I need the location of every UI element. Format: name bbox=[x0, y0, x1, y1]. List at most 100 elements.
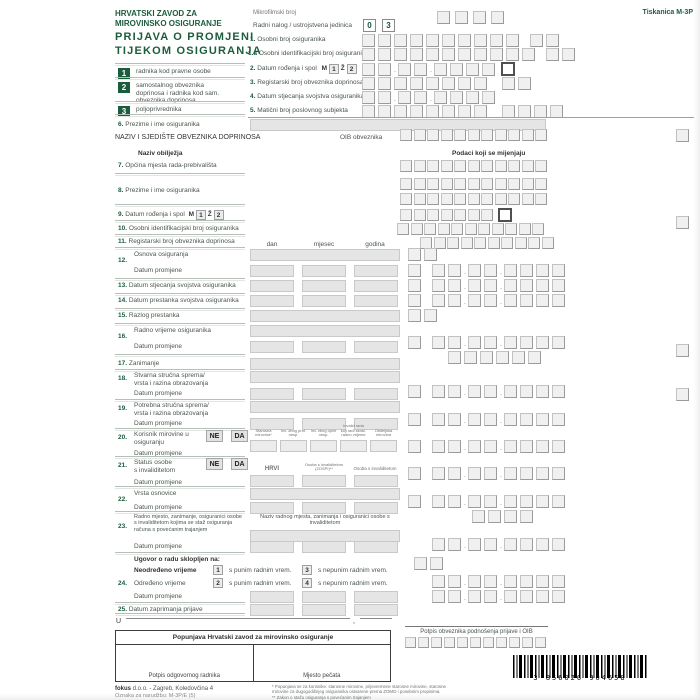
form-box[interactable] bbox=[410, 77, 423, 90]
form-box[interactable] bbox=[410, 34, 423, 47]
form-box[interactable] bbox=[483, 294, 497, 307]
form-box[interactable] bbox=[535, 575, 549, 588]
row-12-input[interactable] bbox=[250, 249, 400, 261]
form-box[interactable] bbox=[437, 11, 450, 24]
form-box[interactable] bbox=[440, 178, 453, 190]
form-box[interactable] bbox=[432, 495, 445, 508]
form-box[interactable] bbox=[448, 279, 461, 292]
form-box[interactable] bbox=[551, 495, 565, 508]
form-box[interactable] bbox=[467, 279, 481, 292]
form-box[interactable] bbox=[483, 538, 497, 551]
form-box[interactable] bbox=[467, 385, 481, 398]
form-box[interactable] bbox=[503, 294, 517, 307]
form-box[interactable] bbox=[408, 385, 421, 398]
signature-cell-worker[interactable]: Potpis odgovornog radnika bbox=[148, 673, 220, 679]
date-field-godina[interactable] bbox=[354, 388, 398, 400]
form-box[interactable] bbox=[474, 77, 487, 90]
form-box[interactable] bbox=[519, 279, 533, 292]
row-16-input[interactable] bbox=[250, 325, 400, 337]
form-box[interactable] bbox=[506, 34, 519, 47]
form-box[interactable] bbox=[503, 385, 517, 398]
form-box[interactable] bbox=[503, 495, 517, 508]
form-box[interactable] bbox=[400, 129, 412, 141]
form-box[interactable] bbox=[448, 495, 461, 508]
row-9-boxes[interactable] bbox=[400, 208, 512, 222]
form-box[interactable] bbox=[535, 538, 549, 551]
form-box[interactable] bbox=[551, 590, 565, 603]
row-17-input[interactable] bbox=[250, 358, 400, 370]
row-12-date-bars[interactable] bbox=[250, 265, 406, 277]
form-box[interactable] bbox=[508, 129, 520, 141]
form-box[interactable] bbox=[418, 637, 429, 648]
form-box[interactable] bbox=[503, 336, 517, 349]
row-22-input[interactable] bbox=[250, 488, 400, 500]
form-box[interactable] bbox=[410, 223, 423, 235]
date-field-dan[interactable] bbox=[250, 265, 294, 277]
form-box[interactable] bbox=[480, 351, 493, 364]
form-box[interactable] bbox=[503, 279, 517, 292]
row-23-date-bars[interactable] bbox=[250, 541, 406, 553]
row-16-change-boxes[interactable]: .. bbox=[408, 336, 568, 349]
form-box[interactable] bbox=[551, 467, 565, 480]
margin-box[interactable] bbox=[676, 388, 692, 401]
form-box[interactable] bbox=[490, 34, 503, 47]
margin-box[interactable] bbox=[676, 344, 692, 357]
form-box[interactable] bbox=[496, 637, 507, 648]
form-box[interactable] bbox=[437, 223, 450, 235]
form-box[interactable] bbox=[408, 440, 421, 453]
pension-type-box[interactable] bbox=[280, 440, 307, 452]
form-box[interactable] bbox=[519, 385, 533, 398]
form-box[interactable] bbox=[519, 495, 533, 508]
form-box[interactable] bbox=[457, 637, 468, 648]
form-box[interactable] bbox=[400, 193, 412, 205]
form-box[interactable] bbox=[451, 223, 463, 235]
form-box[interactable] bbox=[535, 294, 549, 307]
form-box[interactable] bbox=[532, 223, 544, 235]
form-box[interactable] bbox=[483, 590, 497, 603]
form-box[interactable] bbox=[522, 637, 533, 648]
form-box[interactable] bbox=[432, 294, 445, 307]
form-box[interactable] bbox=[494, 193, 507, 205]
form-box[interactable] bbox=[528, 351, 541, 364]
form-box[interactable] bbox=[519, 467, 533, 480]
form-box[interactable] bbox=[512, 351, 525, 364]
form-box[interactable] bbox=[464, 223, 477, 235]
form-box[interactable] bbox=[503, 575, 517, 588]
field-3-boxes[interactable] bbox=[362, 77, 534, 90]
oib-obveznika-boxes[interactable] bbox=[400, 129, 549, 141]
row-22-date-bars[interactable] bbox=[250, 502, 406, 514]
form-box[interactable] bbox=[394, 48, 407, 61]
form-box[interactable] bbox=[528, 237, 540, 249]
form-box[interactable] bbox=[427, 178, 439, 190]
date-field-mjesec[interactable] bbox=[302, 295, 346, 307]
form-box[interactable] bbox=[503, 264, 517, 277]
form-box[interactable] bbox=[535, 160, 547, 172]
row-23-change-boxes[interactable]: .. bbox=[432, 538, 568, 551]
form-box[interactable] bbox=[504, 510, 517, 523]
date-field-mjesec[interactable] bbox=[302, 541, 346, 553]
form-box[interactable] bbox=[400, 178, 412, 190]
form-box[interactable] bbox=[503, 440, 517, 453]
form-box[interactable] bbox=[546, 34, 559, 47]
form-box[interactable] bbox=[551, 385, 565, 398]
form-box[interactable] bbox=[413, 209, 426, 221]
form-box[interactable] bbox=[491, 11, 504, 24]
form-box[interactable] bbox=[503, 590, 517, 603]
row-15-code-boxes[interactable] bbox=[408, 309, 440, 322]
form-box[interactable] bbox=[448, 413, 461, 426]
form-box[interactable] bbox=[448, 351, 461, 364]
form-box[interactable] bbox=[432, 590, 445, 603]
row-20-change-boxes[interactable]: .. bbox=[408, 440, 568, 453]
form-box[interactable] bbox=[424, 309, 437, 322]
date-field-mjesec[interactable] bbox=[302, 265, 346, 277]
form-box[interactable] bbox=[467, 467, 481, 480]
form-box[interactable] bbox=[502, 77, 515, 90]
form-box[interactable] bbox=[494, 160, 507, 172]
form-box[interactable] bbox=[408, 264, 421, 277]
form-box[interactable] bbox=[432, 279, 445, 292]
date-field-dan[interactable] bbox=[250, 541, 294, 553]
row-24-change-boxes[interactable]: .. bbox=[432, 575, 568, 588]
field-2-boxes[interactable]: .. bbox=[362, 62, 515, 76]
row-10-boxes[interactable] bbox=[397, 223, 546, 235]
row-8-boxes-line1[interactable] bbox=[400, 178, 549, 190]
